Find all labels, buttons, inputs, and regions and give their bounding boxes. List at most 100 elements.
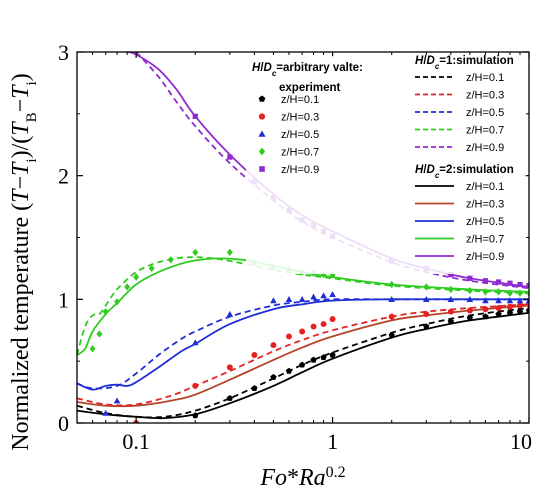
exp-point-z-h-0-1	[423, 323, 430, 330]
exp-point-z-h-0-3	[506, 303, 513, 310]
exp-point-z-h-0-7	[167, 256, 174, 264]
exp-point-z-h-0-5	[191, 339, 199, 346]
exp-point-z-h-0-7	[114, 298, 121, 306]
sim-hd1-line-z-h-0-5	[77, 298, 529, 390]
exp-point-z-h-0-1	[299, 361, 306, 368]
exp-point-z-h-0-3	[517, 302, 523, 309]
exp-point-z-h-0-5	[329, 291, 336, 298]
exp-point-z-h-0-9	[517, 281, 523, 288]
legend-experiment-sub: experiment	[279, 82, 341, 94]
exp-point-z-h-0-7	[226, 248, 233, 256]
exp-point-z-h-0-3	[466, 307, 473, 314]
legend-exp-label-z-h-0-9: z/H=0.9	[281, 164, 319, 176]
exp-point-z-h-0-5	[388, 296, 395, 302]
exp-point-z-h-0-1	[320, 354, 327, 361]
exp-point-z-h-0-7	[148, 264, 155, 273]
exp-point-z-h-0-3	[251, 352, 258, 358]
legend-sim2-label-z-h-0-3: z/H=0.3	[466, 199, 504, 211]
exp-point-z-h-0-5	[482, 297, 489, 304]
exp-point-z-h-0-3	[310, 323, 317, 330]
legend-sim2-label-z-h-0-7: z/H=0.7	[466, 234, 504, 246]
exp-point-z-h-0-3	[226, 364, 233, 371]
y-tick-label: 1	[58, 287, 69, 312]
tick-layer: 0 1 2 3 0.1 1 10	[58, 40, 532, 454]
exp-point-z-h-0-9	[495, 279, 502, 285]
exp-point-z-h-0-1	[310, 356, 317, 363]
exp-point-z-h-0-1	[192, 412, 199, 419]
exp-point-z-h-0-5	[310, 293, 317, 300]
legend-sim2-label-z-h-0-1: z/H=0.1	[466, 181, 504, 193]
exp-point-z-h-0-5	[113, 397, 121, 404]
sim-hd1-line-z-h-0-3	[77, 303, 529, 407]
legend-sim1-label-z-h-0-7: z/H=0.7	[466, 125, 504, 137]
exp-point-z-h-0-9	[448, 271, 454, 278]
exp-point-z-h-0-5	[447, 296, 455, 302]
exp-point-z-h-0-3	[270, 342, 277, 349]
exp-point-z-h-0-1	[226, 395, 233, 401]
legend-exp-marker-z-h-0-3	[258, 113, 266, 120]
exp-point-z-h-0-5	[320, 292, 327, 299]
exp-point-z-h-0-7	[192, 248, 199, 256]
legend-experiment-header: H/Dc=arbitrary valte:	[252, 62, 363, 78]
legend-exp-label-z-h-0-7: z/H=0.7	[281, 147, 319, 159]
exp-point-z-h-0-5	[422, 296, 430, 302]
x-axis-label: Fo*Ra0.2	[259, 464, 345, 492]
exp-point-z-h-0-7	[526, 289, 529, 297]
legend-sim1-label-z-h-0-1: z/H=0.1	[466, 72, 504, 84]
exp-point-z-h-0-7	[388, 280, 395, 289]
legend-sim2-label-z-h-0-9: z/H=0.9	[466, 251, 504, 263]
sim-hd2-line-z-h-0-3	[77, 304, 529, 408]
exp-point-z-h-0-3	[286, 333, 292, 340]
exp-point-z-h-0-1	[516, 308, 524, 315]
exp-point-z-h-0-5	[525, 297, 529, 304]
exp-point-z-h-0-5	[516, 297, 524, 304]
exp-point-z-h-0-5	[298, 296, 306, 302]
exp-point-z-h-0-9	[482, 278, 489, 284]
legend-sim2-entries: z/H=0.1 z/H=0.3 z/H=0.5 z/H=0.7 z/H=0.9	[415, 181, 504, 263]
exp-point-z-h-0-3	[388, 313, 395, 320]
legend-experiment-entries: z/H=0.1 z/H=0.3 z/H=0.5 z/H=0.7 z/H=0.9	[258, 94, 319, 176]
legend-sim1-label-z-h-0-3: z/H=0.3	[466, 90, 504, 102]
legend: H/Dc=arbitrary valte: experiment z/H=0.1…	[246, 55, 526, 274]
legend-box	[246, 56, 526, 274]
legend-exp-marker-z-h-0-9	[259, 166, 265, 172]
legend-exp-marker-z-h-0-5	[258, 130, 266, 137]
exp-point-z-h-0-7	[466, 287, 473, 295]
exp-point-z-h-0-7	[423, 283, 430, 291]
exp-point-z-h-0-3	[482, 306, 489, 313]
x-tick-label: 1	[327, 429, 338, 454]
legend-exp-marker-z-h-0-7	[258, 147, 266, 156]
exp-point-z-h-0-5	[226, 310, 234, 317]
exp-point-z-h-0-1	[482, 313, 489, 320]
x-tick-label: 0.1	[122, 429, 150, 454]
exp-point-z-h-0-3	[495, 305, 502, 311]
exp-point-z-h-0-3	[299, 328, 306, 335]
exp-point-z-h-0-5	[495, 297, 502, 304]
sim-hd2-line-z-h-0-5	[77, 298, 529, 391]
exp-point-z-h-0-3	[329, 316, 336, 323]
exp-point-z-h-0-5	[102, 409, 110, 416]
exp-point-z-h-0-1	[506, 309, 514, 316]
exp-point-z-h-0-9	[467, 275, 473, 281]
exp-point-z-h-0-9	[227, 154, 233, 160]
y-tick-label: 0	[58, 411, 69, 436]
legend-sim2-header: H/Dc=2:simulation	[415, 164, 514, 180]
exp-point-z-h-0-9	[507, 280, 513, 286]
exp-point-z-h-0-5	[270, 297, 277, 304]
exp-point-z-h-0-3	[423, 311, 430, 318]
exp-point-z-h-0-5	[285, 296, 293, 302]
exp-point-z-h-0-1	[447, 318, 454, 325]
sim-hd2-line-z-h-0-7	[77, 257, 529, 356]
exp-point-z-h-0-1	[251, 385, 258, 391]
exp-point-z-h-0-7	[133, 273, 140, 281]
exp-point-z-h-0-7	[517, 289, 523, 297]
y-axis-label: Normalized temperature (T−Ti)/(TB−Ti)	[8, 73, 40, 450]
y-tick-label: 2	[58, 164, 69, 189]
exp-point-z-h-0-1	[388, 331, 395, 338]
exp-point-z-h-0-1	[525, 307, 529, 314]
exp-point-z-h-0-7	[320, 270, 327, 279]
exp-point-z-h-0-7	[102, 308, 109, 316]
exp-point-z-h-0-5	[506, 297, 514, 304]
exp-point-z-h-0-5	[466, 296, 474, 302]
